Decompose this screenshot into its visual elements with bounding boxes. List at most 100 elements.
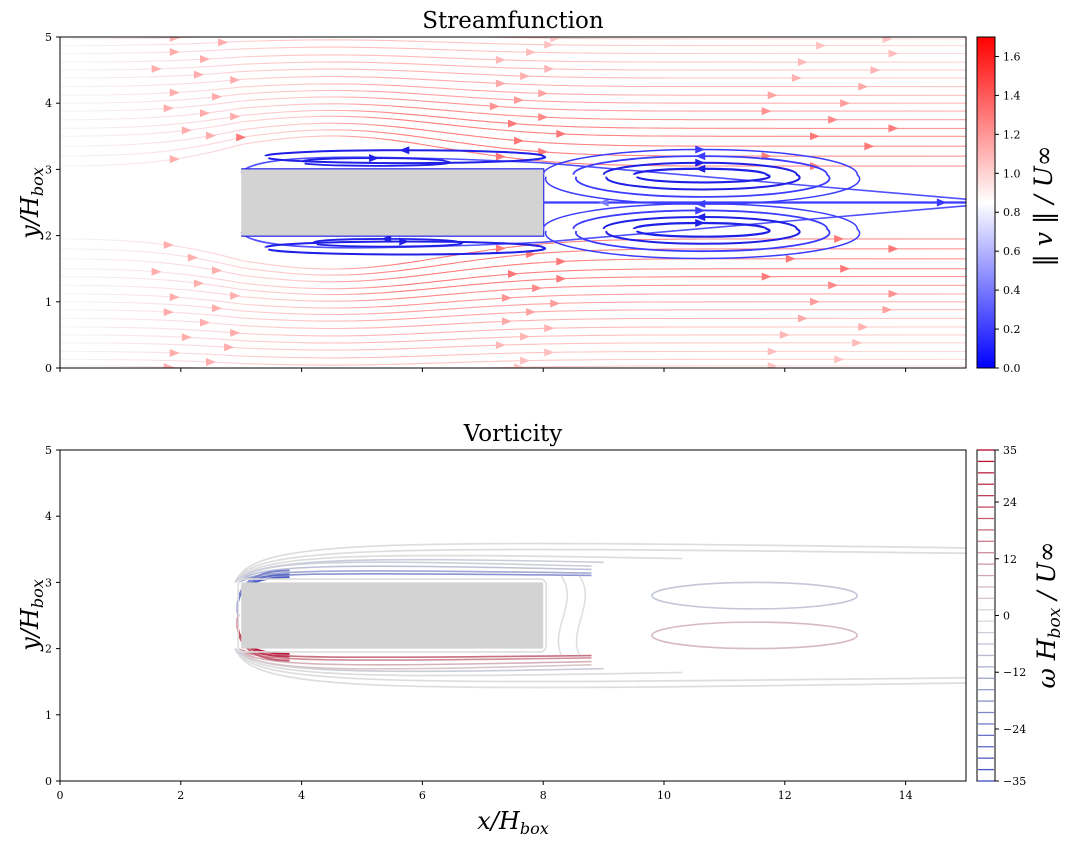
- stream-arrow: [169, 348, 180, 357]
- stream-arrow: [598, 198, 609, 207]
- stream-arrow: [169, 293, 180, 302]
- y-tick-label: 1: [45, 296, 52, 309]
- stream-arrow: [556, 274, 567, 283]
- stream-arrow: [495, 244, 506, 253]
- recirculation-line: [300, 157, 451, 167]
- streamfunction-axes-frame: [59, 36, 967, 369]
- vorticity-contour: [234, 648, 966, 689]
- stream-arrow: [526, 48, 537, 57]
- colorbar-tick-label: 24: [1003, 496, 1017, 509]
- colorbar-tick-label: 1.4: [1003, 89, 1021, 102]
- stream-arrow: [495, 341, 506, 350]
- stream-arrow: [888, 289, 899, 298]
- speed-colorbar: [976, 36, 996, 369]
- stream-arrow: [381, 234, 392, 243]
- stream-arrow: [163, 104, 174, 113]
- svg-text:ω Hbox / U∞: ω Hbox / U∞: [1032, 541, 1065, 688]
- streamline: [60, 334, 966, 344]
- y-tick-label: 5: [45, 31, 52, 44]
- stream-arrow: [369, 154, 380, 163]
- stream-arrow: [695, 158, 706, 167]
- vorticity-ylabel: y/Hbox: [16, 579, 47, 651]
- vorticity-contour: [237, 648, 592, 666]
- vorticity-contour: [651, 581, 859, 610]
- stream-arrow: [538, 147, 549, 156]
- vorticity-contour: [237, 578, 548, 653]
- stream-arrow: [695, 152, 706, 161]
- x-tick-label: 8: [540, 789, 547, 802]
- stream-arrow: [840, 264, 851, 273]
- stream-arrow: [206, 131, 216, 140]
- stream-arrow: [695, 206, 706, 215]
- streamline: [60, 96, 966, 112]
- colorbar-tick-label: 0.8: [1003, 206, 1021, 219]
- stream-arrow: [236, 133, 247, 142]
- speed-colorbar-label: ‖ v ‖ / U∞: [1029, 145, 1059, 266]
- stream-arrow: [212, 92, 223, 101]
- vorticity-contours: [234, 542, 966, 689]
- stream-arrow: [501, 293, 512, 302]
- recirculation-line: [542, 203, 861, 260]
- recirculation-line: [632, 221, 771, 238]
- stream-arrow: [495, 79, 506, 88]
- recirculation-line: [264, 149, 547, 165]
- streamline: [60, 129, 966, 157]
- vorticity-xlabel: x/Hbox: [477, 807, 548, 838]
- obstacle-box: [241, 169, 544, 236]
- stream-arrow: [779, 330, 790, 339]
- stream-arrow: [544, 348, 555, 357]
- vorticity-contour: [234, 648, 966, 683]
- y-tick-label: 2: [45, 230, 52, 243]
- colorbar-tick-label: 1.0: [1003, 167, 1021, 180]
- stream-arrow: [230, 75, 241, 84]
- stream-arrow: [212, 266, 223, 275]
- stream-arrow: [797, 314, 808, 323]
- speed-colorbar-ticks: 0.0 0.2 0.4 0.6 0.8 1.0 1.2 1.4 1.6: [995, 50, 1021, 375]
- recirculation-line: [602, 216, 801, 245]
- vorticity-colorbar-levels: [978, 449, 994, 782]
- stream-arrow: [193, 70, 204, 79]
- vorticity-contour: [234, 554, 683, 583]
- stream-arrow: [767, 362, 778, 368]
- stream-arrow: [181, 126, 192, 135]
- stream-arrow: [785, 254, 796, 263]
- streamline: [60, 75, 966, 88]
- vorticity-contour: [237, 647, 592, 661]
- streamfunction-title: Streamfunction: [422, 8, 604, 34]
- x-tick-label: 10: [657, 789, 671, 802]
- streamline: [60, 37, 966, 40]
- vorticity-contour: [237, 565, 592, 583]
- stream-arrow: [810, 132, 820, 141]
- stream-arrow: [695, 164, 706, 173]
- streamfunction-ylabel: y/Hbox: [16, 167, 47, 239]
- stream-arrow: [508, 119, 518, 128]
- stream-arrow: [936, 198, 947, 207]
- stream-arrow: [550, 37, 561, 43]
- svg-text:y/Hbox: y/Hbox: [16, 579, 47, 651]
- colorbar-tick-label: 1.6: [1003, 50, 1021, 63]
- recirculation-line: [542, 148, 861, 205]
- streamline: [60, 68, 966, 79]
- stream-arrow: [556, 257, 567, 266]
- stream-arrow: [834, 355, 845, 364]
- vorticity-contour: [234, 648, 683, 677]
- x-tick-label: 0: [57, 789, 64, 802]
- vorticity-contour: [234, 648, 604, 673]
- colorbar-tick-label: 0.0: [1003, 362, 1021, 375]
- stream-arrow: [508, 269, 518, 278]
- stream-arrow: [399, 146, 410, 155]
- stream-arrow: [514, 96, 525, 105]
- stream-arrow: [882, 37, 893, 43]
- streamline: [60, 83, 966, 96]
- y-tick-label: 0: [45, 775, 52, 788]
- stream-arrow: [501, 317, 512, 326]
- colorbar-tick-label: −24: [1003, 723, 1026, 736]
- svg-text:‖ v ‖ / U∞: ‖ v ‖ / U∞: [1029, 145, 1059, 266]
- shear-layer-line: [240, 156, 966, 200]
- stream-arrow: [810, 297, 820, 306]
- stream-arrow: [187, 253, 198, 262]
- shear-layer-line: [240, 205, 966, 249]
